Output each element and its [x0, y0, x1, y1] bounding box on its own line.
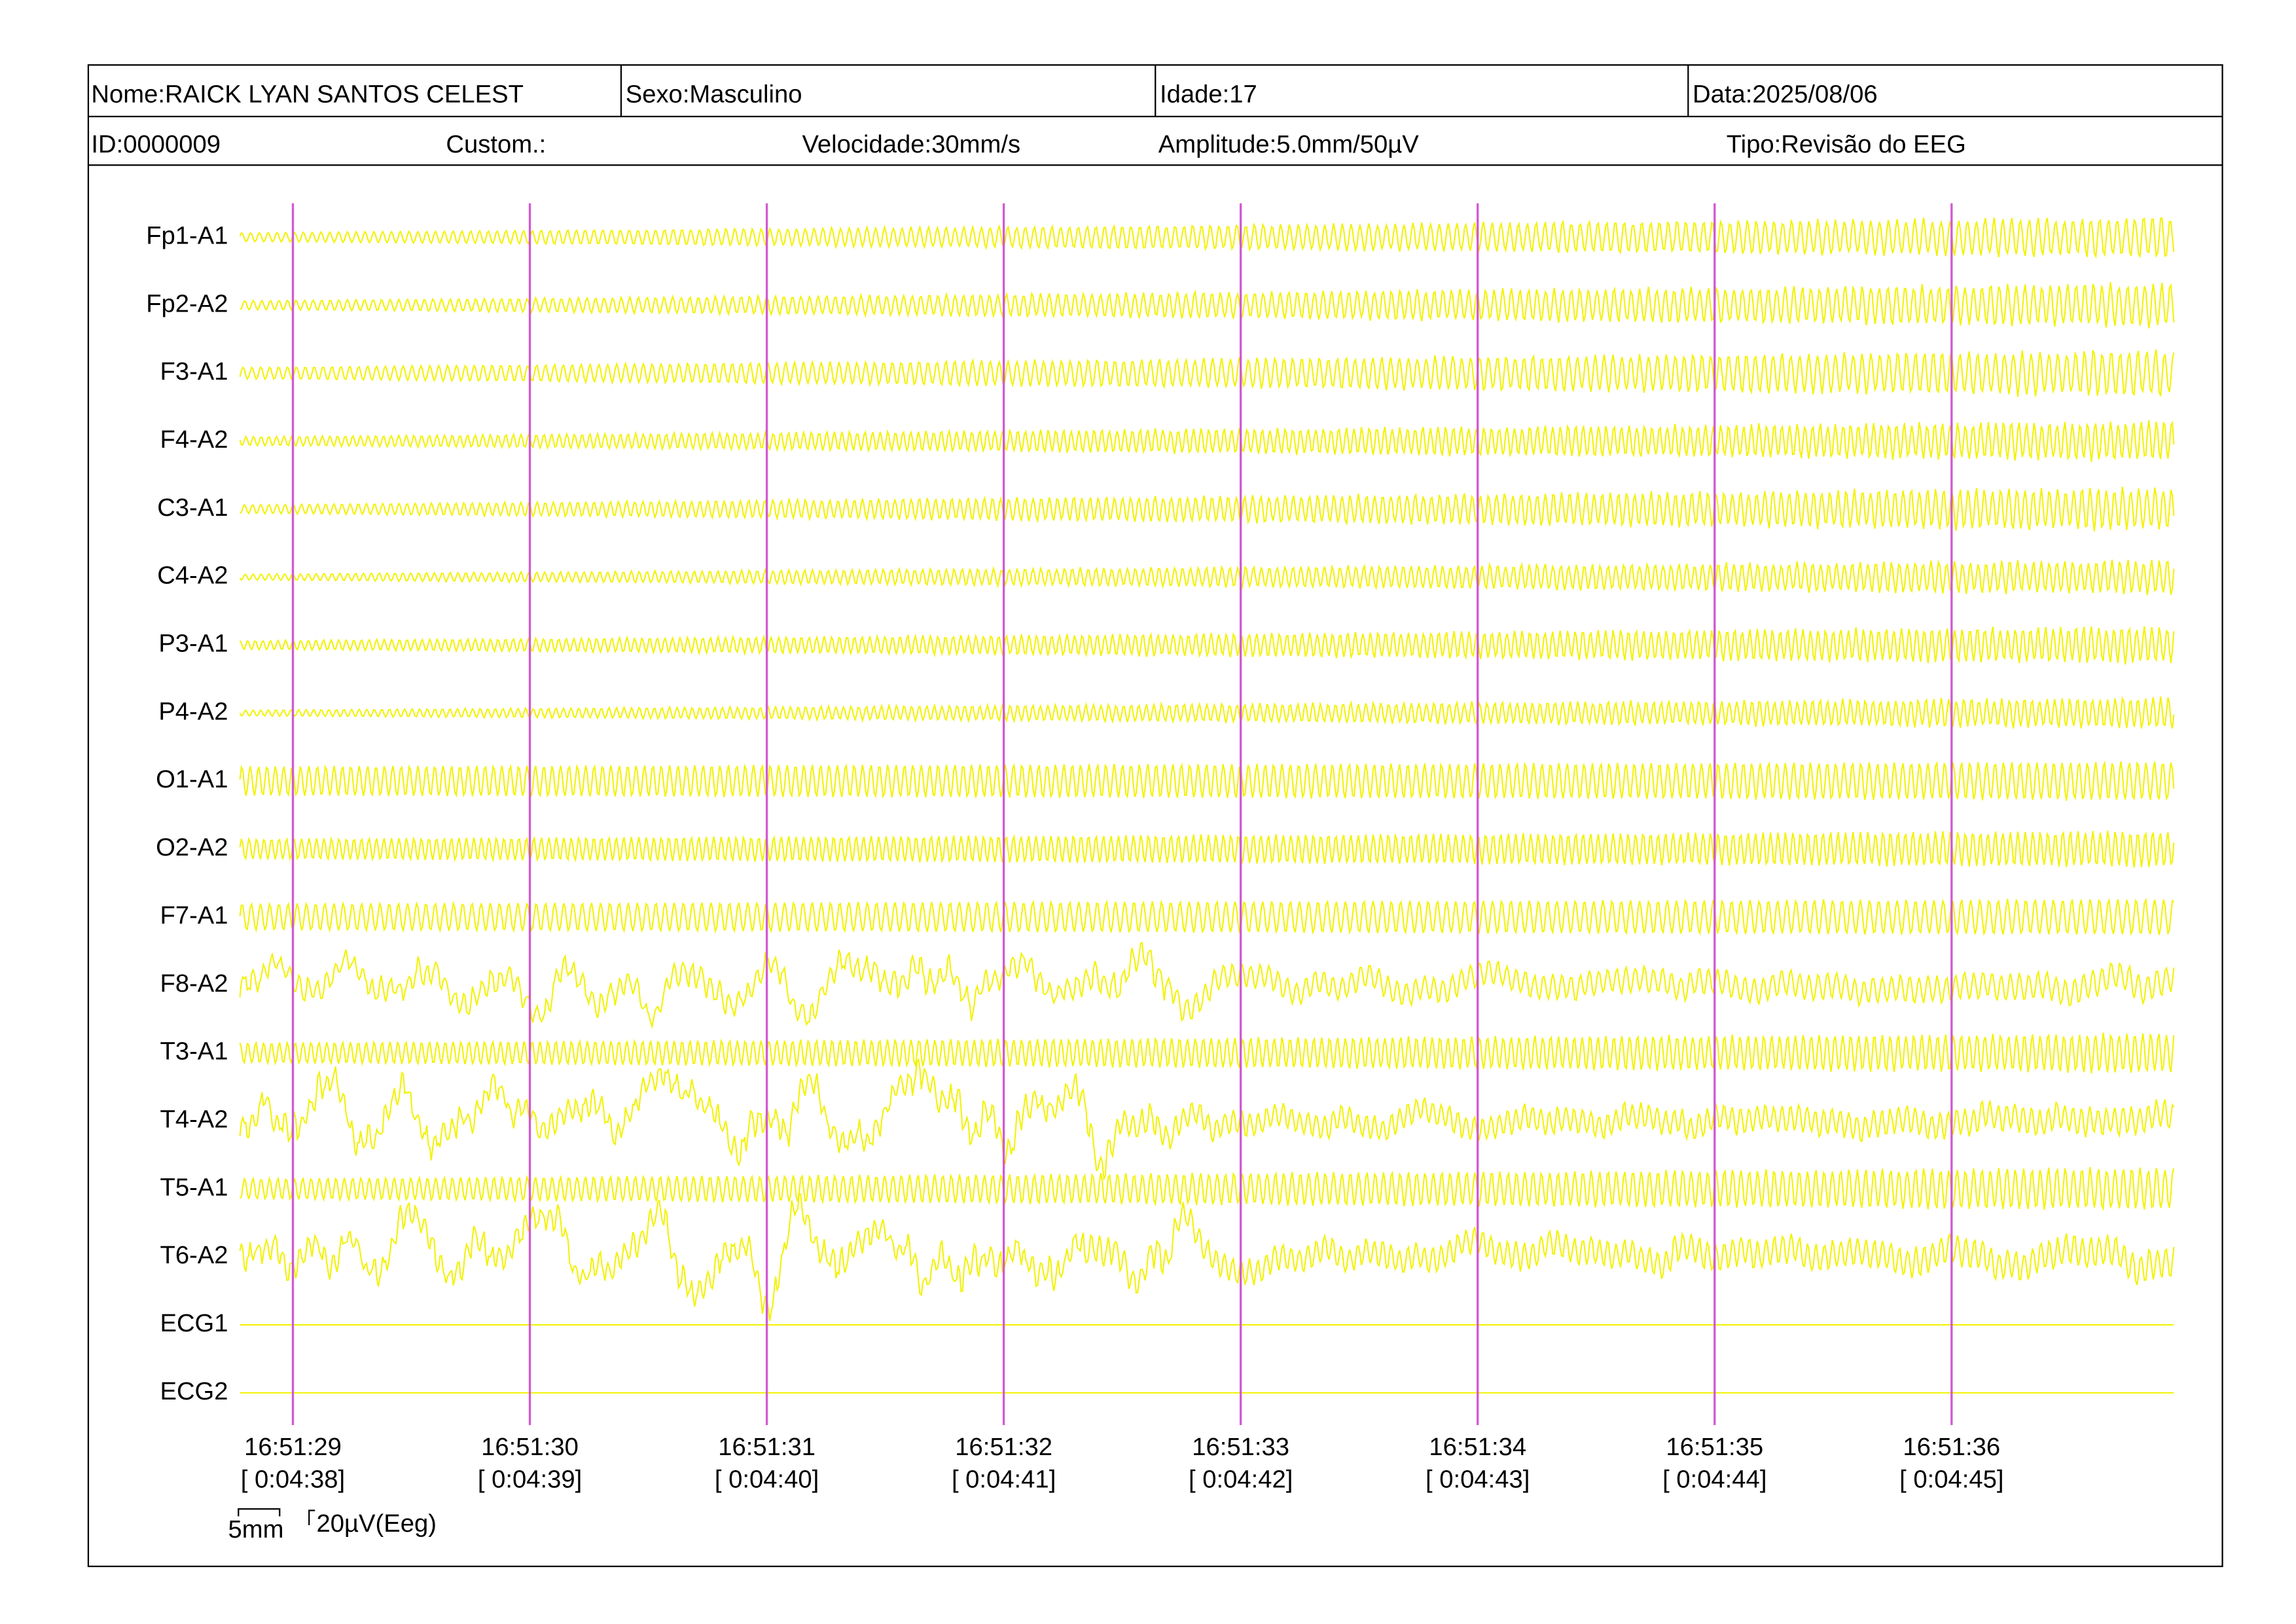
channel-label: Fp2-A2	[146, 289, 228, 317]
channel-label: P3-A1	[158, 630, 228, 658]
channel-label: O1-A1	[156, 765, 228, 793]
clock-time: 16:51:33	[1192, 1433, 1289, 1461]
elapsed-time: [ 0:04:41]	[952, 1466, 1056, 1494]
channel-label: ECG2	[160, 1377, 228, 1405]
id: ID:0000009	[91, 130, 221, 158]
eeg-trace	[239, 420, 2175, 462]
channel-label: T6-A2	[160, 1241, 228, 1269]
eeg-trace	[239, 559, 2175, 596]
date: Data:2025/08/06	[1693, 81, 1878, 109]
eeg-trace	[239, 897, 2174, 937]
eeg-trace	[239, 626, 2175, 665]
eeg-trace	[239, 349, 2175, 397]
eeg-trace	[239, 1166, 2175, 1212]
clock-time: 16:51:31	[718, 1433, 816, 1461]
time-scale-bar	[238, 1508, 281, 1517]
channel-label: F8-A2	[160, 969, 228, 998]
elapsed-time: [ 0:04:42]	[1189, 1466, 1293, 1494]
channel-label: Fp1-A1	[146, 221, 228, 249]
eeg-trace	[240, 486, 2175, 532]
clock-time: 16:51:35	[1666, 1433, 1763, 1461]
channel-label: P4-A2	[158, 697, 228, 725]
eeg-trace	[239, 1191, 2175, 1322]
elapsed-time: [ 0:04:45]	[1899, 1466, 2003, 1494]
age: Idade:17	[1160, 81, 1257, 109]
time-marks: 16:51:29 [ 0:04:38] 16:51:30 [ 0:04:39] 16:5…	[241, 203, 2003, 1494]
channel-label: T4-A2	[160, 1105, 228, 1133]
eeg-trace	[239, 1032, 2175, 1074]
name: Nome:RAICK LYAN SANTOS CELEST	[91, 81, 524, 109]
channel-label: F4-A2	[160, 425, 228, 454]
eeg-trace	[239, 830, 2175, 868]
channel-label: T3-A1	[160, 1038, 228, 1066]
amplitude: Amplitude:5.0mm/50µV	[1158, 130, 1420, 158]
clock-time: 16:51:34	[1429, 1433, 1526, 1461]
channel-label: O2-A2	[156, 833, 228, 861]
clock-time: 16:51:30	[481, 1433, 579, 1461]
record-type: Tipo:Revisão do EEG	[1727, 130, 1966, 158]
amp-scale: 20µV(Eeg)	[316, 1509, 436, 1538]
sex: Sexo:Masculino	[626, 81, 802, 109]
elapsed-time: [ 0:04:40]	[715, 1466, 819, 1494]
eeg-trace	[239, 696, 2175, 729]
clock-time: 16:51:32	[955, 1433, 1052, 1461]
elapsed-time: [ 0:04:38]	[241, 1466, 345, 1494]
waves: Fp1-A1 Fp2-A2 F3-A1 F4-A2 C3-A1 C4-A2 P3-A1 P4-…	[146, 217, 2175, 1405]
eeg-trace	[239, 941, 2175, 1030]
amp-scale-bar	[308, 1509, 315, 1526]
eeg-trace	[239, 1058, 2175, 1182]
channel-label: F3-A1	[160, 357, 228, 386]
channel-label: C4-A2	[157, 562, 228, 590]
elapsed-time: [ 0:04:39]	[478, 1466, 582, 1494]
eeg-trace	[239, 217, 2175, 259]
time-scale: 5mm	[228, 1515, 284, 1543]
clock-time: 16:51:36	[1903, 1433, 2000, 1461]
elapsed-time: [ 0:04:44]	[1662, 1466, 1767, 1494]
speed: Velocidade:30mm/s	[802, 130, 1021, 158]
custom: Custom.:	[446, 130, 546, 158]
eeg-trace	[239, 760, 2175, 801]
eeg-trace	[240, 282, 2175, 329]
channel-label: F7-A1	[160, 901, 228, 929]
channel-label: ECG1	[160, 1309, 228, 1337]
elapsed-time: [ 0:04:43]	[1426, 1466, 1530, 1494]
channel-label: T5-A1	[160, 1173, 228, 1201]
clock-time: 16:51:29	[244, 1433, 342, 1461]
channel-label: C3-A1	[157, 494, 228, 522]
